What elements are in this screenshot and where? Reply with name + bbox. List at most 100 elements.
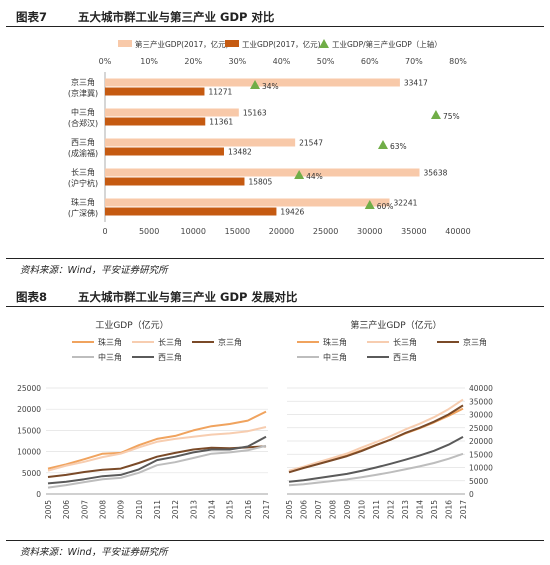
category-label: 西三角 xyxy=(71,137,95,147)
series-line-珠三角 xyxy=(47,410,267,470)
y-tick-label: 10000 xyxy=(469,464,493,473)
series-line-京三角 xyxy=(288,404,464,474)
ratio-marker-triangle xyxy=(377,140,388,149)
legend-label: 西三角 xyxy=(158,352,182,362)
legend-label: 珠三角 xyxy=(323,337,347,347)
bottom-axis-tick-label: 5000 xyxy=(139,227,159,236)
bar-tertiary-gdp xyxy=(105,138,296,147)
data-label-tertiary: 33417 xyxy=(404,79,428,88)
legend-swatch xyxy=(118,40,132,47)
x-tick-label: 2017 xyxy=(459,500,468,519)
ratio-label: 63% xyxy=(390,142,407,151)
x-tick-label: 2005 xyxy=(285,500,294,519)
ratio-label: 44% xyxy=(306,172,323,181)
data-label-industry: 11361 xyxy=(209,118,233,127)
y-tick-label: 20000 xyxy=(17,405,41,414)
x-tick-label: 2006 xyxy=(62,500,71,519)
x-tick-label: 2005 xyxy=(44,500,53,519)
x-tick-label: 2007 xyxy=(80,500,89,519)
series-line-长三角 xyxy=(288,398,464,472)
legend-swatch xyxy=(225,40,239,47)
category-label: 京三角 xyxy=(71,77,95,87)
x-tick-label: 2009 xyxy=(343,500,352,519)
x-tick-label: 2007 xyxy=(314,500,323,519)
figure8-header: 图表8 五大城市群工业与第三产业 GDP 发展对比 xyxy=(6,286,544,307)
legend-label: 长三角 xyxy=(393,337,417,347)
category-label: (广深佛) xyxy=(68,208,98,218)
category-label: (京津冀) xyxy=(68,88,98,98)
legend-label: 长三角 xyxy=(158,337,182,347)
legend-label: 中三角 xyxy=(98,352,122,362)
x-tick-label: 2015 xyxy=(226,500,235,519)
bottom-axis-tick-label: 35000 xyxy=(401,227,426,236)
ratio-label: 75% xyxy=(443,112,460,121)
figure8-source: 资料来源：Wind，平安证券研究所 xyxy=(6,540,544,558)
figure7-header: 图表7 五大城市群工业与第三产业 GDP 对比 xyxy=(6,6,544,27)
figure7-title: 五大城市群工业与第三产业 GDP 对比 xyxy=(78,10,275,24)
series-line-中三角 xyxy=(47,444,267,489)
y-tick-label: 5000 xyxy=(22,469,41,478)
category-label: (成渝福) xyxy=(68,148,98,158)
top-axis-tick-label: 30% xyxy=(228,57,246,66)
y-tick-label: 25000 xyxy=(17,384,41,393)
legend-label: 珠三角 xyxy=(98,337,122,347)
x-tick-label: 2010 xyxy=(358,500,367,519)
ratio-marker-triangle xyxy=(364,200,375,209)
x-tick-label: 2008 xyxy=(329,500,338,519)
data-label-industry: 15805 xyxy=(248,178,272,187)
bar-tertiary-gdp xyxy=(105,168,420,177)
ratio-label: 60% xyxy=(377,202,394,211)
bottom-axis-tick-label: 10000 xyxy=(181,227,206,236)
x-tick-label: 2009 xyxy=(117,500,126,519)
bar-industry-gdp xyxy=(105,87,205,96)
top-axis-tick-label: 80% xyxy=(449,57,467,66)
data-label-industry: 19426 xyxy=(280,208,304,217)
top-axis-tick-label: 50% xyxy=(317,57,335,66)
series-line-长三角 xyxy=(47,426,267,472)
bottom-axis-tick-label: 40000 xyxy=(445,227,470,236)
bar-tertiary-gdp xyxy=(105,78,400,87)
series-line-西三角 xyxy=(47,435,267,485)
legend-label: 西三角 xyxy=(393,352,417,362)
figure8-title: 五大城市群工业与第三产业 GDP 发展对比 xyxy=(78,290,298,304)
x-tick-label: 2017 xyxy=(262,500,271,519)
data-label-tertiary: 15163 xyxy=(243,109,267,118)
y-tick-label: 40000 xyxy=(469,384,493,393)
ratio-marker-triangle xyxy=(250,80,261,89)
figure7-source-text: 资料来源：Wind，平安证券研究所 xyxy=(20,265,168,276)
x-tick-label: 2008 xyxy=(99,500,108,519)
x-tick-label: 2014 xyxy=(416,500,425,519)
legend-label: 京三角 xyxy=(463,337,487,347)
bottom-axis-tick-label: 0 xyxy=(102,227,107,236)
y-tick-label: 20000 xyxy=(469,437,493,446)
category-label: (合郑汉) xyxy=(68,118,98,128)
bottom-axis-tick-label: 20000 xyxy=(269,227,294,236)
top-axis-tick-label: 60% xyxy=(361,57,379,66)
y-tick-label: 0 xyxy=(36,490,41,499)
legend-marker-triangle xyxy=(319,39,329,48)
series-line-京三角 xyxy=(47,445,267,478)
y-tick-label: 10000 xyxy=(17,448,41,457)
x-tick-label: 2013 xyxy=(189,500,198,519)
category-label: 长三角 xyxy=(71,167,95,177)
y-tick-label: 15000 xyxy=(469,450,493,459)
bar-chart-industry-vs-tertiary: 0% 10% 20% 30% 40% 50% 60% 70% 80% 0 5000 10000 1500… xyxy=(68,39,471,236)
bar-tertiary-gdp xyxy=(105,108,239,117)
figure7-label: 图表7 xyxy=(16,10,48,24)
legend-label: 中三角 xyxy=(323,352,347,362)
figure8-label: 图表8 xyxy=(16,290,48,304)
top-axis-tick-label: 0% xyxy=(99,57,112,66)
bar-tertiary-gdp xyxy=(105,198,390,207)
legend-label: 京三角 xyxy=(218,337,242,347)
data-label-industry: 11271 xyxy=(208,88,232,97)
series-line-中三角 xyxy=(288,452,464,487)
top-axis-tick-label: 10% xyxy=(140,57,158,66)
legend-label: 工业GDP/第三产业GDP（上轴） xyxy=(332,39,442,49)
data-label-tertiary: 32241 xyxy=(394,199,418,208)
y-tick-label: 0 xyxy=(469,490,474,499)
x-tick-label: 2012 xyxy=(387,500,396,519)
ratio-marker-triangle xyxy=(294,170,305,179)
chart-title: 工业GDP（亿元） xyxy=(95,319,168,331)
